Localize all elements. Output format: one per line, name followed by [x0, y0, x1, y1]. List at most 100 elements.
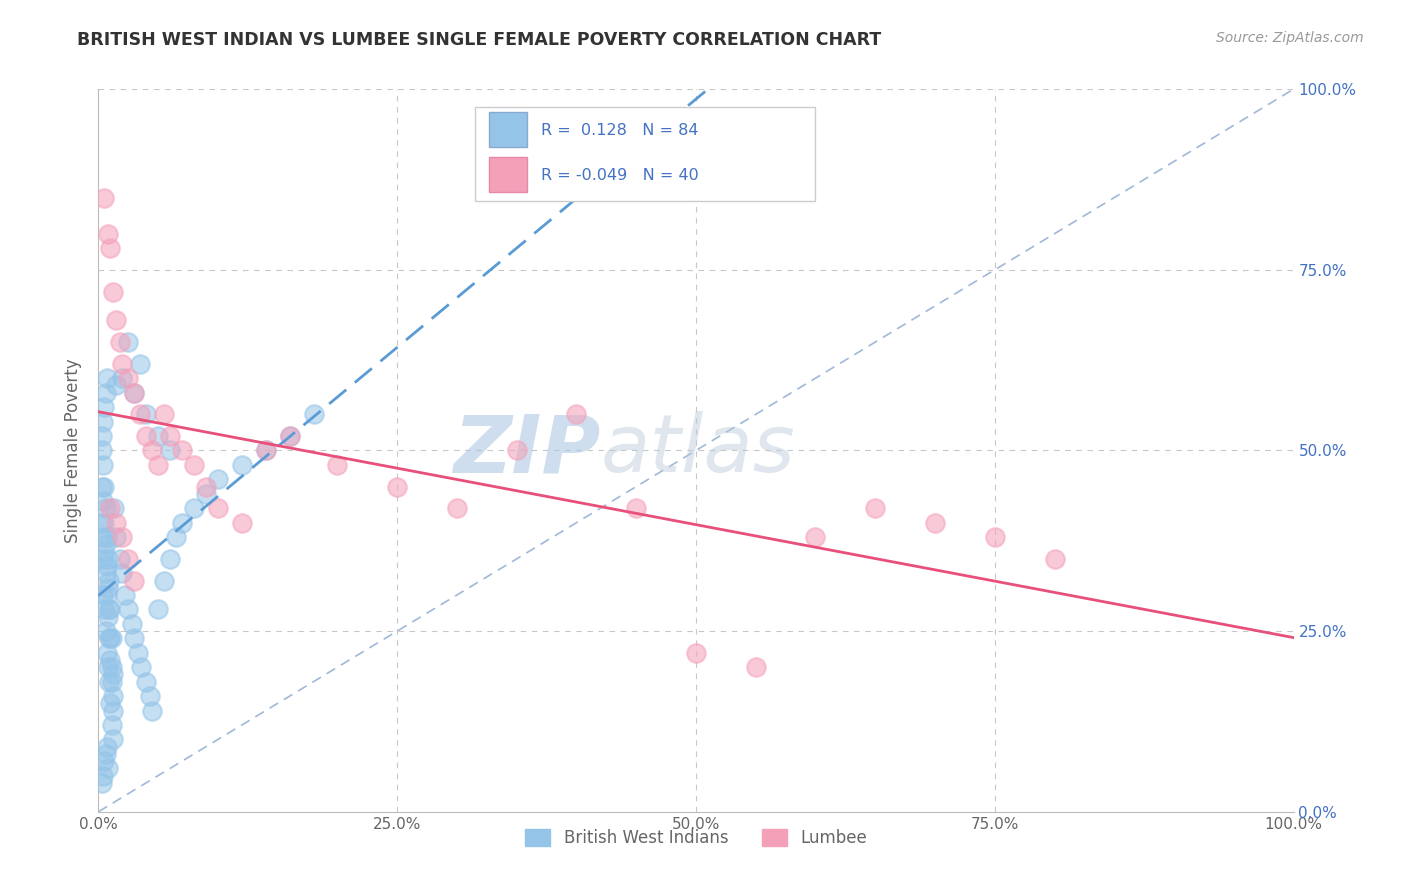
Point — [108, 551, 131, 566]
Point — [135, 674, 157, 689]
Point — [745, 660, 768, 674]
Point — [98, 501, 122, 516]
Text: Source: ZipAtlas.com: Source: ZipAtlas.com — [1216, 31, 1364, 45]
Point — [114, 588, 136, 602]
Point — [101, 667, 124, 681]
Point — [94, 537, 117, 551]
Text: BRITISH WEST INDIAN VS LUMBEE SINGLE FEMALE POVERTY CORRELATION CHART: BRITISH WEST INDIAN VS LUMBEE SINGLE FEM… — [77, 31, 882, 49]
Point — [93, 516, 115, 530]
Point — [91, 551, 114, 566]
Point — [103, 501, 125, 516]
Point — [148, 429, 170, 443]
Point — [97, 660, 120, 674]
Point — [96, 559, 118, 574]
Point — [865, 501, 887, 516]
Point — [159, 443, 181, 458]
Point — [124, 385, 146, 400]
Point — [135, 407, 157, 421]
Point — [127, 646, 149, 660]
Point — [101, 285, 124, 299]
Point — [96, 588, 118, 602]
Point — [207, 501, 229, 516]
Point — [91, 443, 114, 458]
Point — [141, 443, 163, 458]
Point — [93, 544, 115, 558]
Point — [105, 516, 128, 530]
Point — [105, 378, 128, 392]
Point — [101, 732, 124, 747]
Point — [111, 530, 134, 544]
Point — [98, 602, 121, 616]
Point — [135, 429, 157, 443]
Point — [207, 472, 229, 486]
Point — [1043, 551, 1066, 566]
Point — [148, 458, 170, 472]
Point — [97, 581, 120, 595]
Point — [91, 458, 114, 472]
Point — [98, 632, 121, 646]
Text: R = -0.049   N = 40: R = -0.049 N = 40 — [541, 168, 699, 183]
Point — [100, 674, 122, 689]
FancyBboxPatch shape — [475, 107, 815, 202]
Point — [139, 689, 162, 703]
Point — [91, 415, 114, 429]
Point — [97, 227, 120, 241]
Point — [93, 602, 115, 616]
Point — [924, 516, 946, 530]
Point — [124, 574, 146, 588]
Point — [91, 516, 114, 530]
Point — [93, 400, 115, 414]
Point — [685, 646, 707, 660]
Point — [159, 551, 181, 566]
Point — [326, 458, 349, 472]
Point — [254, 443, 277, 458]
Point — [91, 494, 114, 508]
Point — [172, 516, 194, 530]
Point — [105, 313, 128, 327]
Point — [626, 501, 648, 516]
Text: R =  0.128   N = 84: R = 0.128 N = 84 — [541, 123, 699, 138]
Point — [98, 632, 122, 646]
Point — [91, 480, 114, 494]
Point — [111, 357, 134, 371]
Point — [96, 530, 118, 544]
Point — [117, 334, 139, 349]
Point — [98, 696, 122, 710]
Point — [129, 407, 152, 421]
Point — [131, 660, 153, 674]
Point — [94, 566, 117, 581]
Point — [98, 674, 121, 689]
Point — [302, 407, 325, 421]
FancyBboxPatch shape — [489, 157, 527, 192]
Point — [91, 530, 114, 544]
Point — [148, 602, 170, 616]
Point — [93, 191, 115, 205]
Point — [105, 530, 128, 544]
Point — [984, 530, 1007, 544]
Point — [254, 443, 277, 458]
Point — [159, 429, 181, 443]
Point — [97, 551, 120, 566]
Point — [141, 704, 163, 718]
Point — [129, 357, 152, 371]
Point — [100, 660, 122, 674]
Point — [111, 371, 134, 385]
Point — [183, 458, 205, 472]
Point — [446, 501, 468, 516]
Point — [183, 501, 205, 516]
Y-axis label: Single Female Poverty: Single Female Poverty — [65, 359, 83, 542]
Point — [117, 602, 139, 616]
Point — [124, 385, 146, 400]
Point — [91, 588, 114, 602]
Point — [121, 616, 143, 631]
Point — [565, 407, 588, 421]
Point — [124, 632, 146, 646]
Point — [96, 739, 118, 754]
Point — [195, 480, 218, 494]
Point — [96, 646, 118, 660]
Point — [94, 501, 117, 516]
Text: atlas: atlas — [600, 411, 796, 490]
Point — [97, 609, 120, 624]
Point — [93, 754, 115, 768]
Point — [108, 334, 131, 349]
